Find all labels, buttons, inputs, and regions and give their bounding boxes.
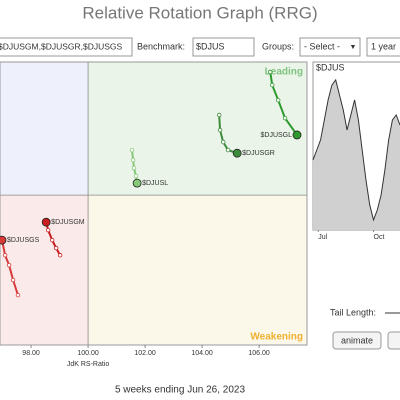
x-axis-label: JdK RS-Ratio [67,361,110,368]
quadrant-improving [0,62,89,196]
mini-chart: $DJUS Jul Oct [312,61,400,241]
quadrant-weakening [88,195,307,345]
x-tick-label: 106.00 [248,350,270,357]
tail-point [6,263,12,268]
head-point [232,148,242,158]
quadrant-label: Leading [265,67,303,78]
head-point [41,217,51,227]
series-label: $DJUSL [142,180,168,187]
plot-border [0,61,308,346]
tail-point [45,227,51,233]
mini-line [312,78,400,222]
tail-point [10,277,16,283]
page-title: Relative Rotation Graph (RRG) [82,3,317,22]
tail-point [130,157,136,163]
groups-select[interactable] [299,37,361,57]
groups-label: Groups: [262,41,294,51]
x-tick-label: 98.00 [22,350,40,357]
tail-point [129,147,135,153]
head-point [132,178,142,188]
tail-point [270,82,275,88]
animate-button[interactable] [332,331,382,350]
tail-point [282,115,288,121]
benchmark-label: Benchmark: [137,41,185,51]
quadrant-lagging [0,195,89,345]
tail-point [133,173,139,179]
animate-text: animate [341,335,373,345]
x-tick-label: 100.00 [77,350,99,357]
tail-point [276,97,281,103]
mini-x-label: Jul [318,234,327,241]
mini-area [313,79,400,230]
tail-point [217,127,223,133]
mini-x-label: Oct [374,234,385,241]
series-label: $DJUSGM [51,219,85,226]
head-point [292,130,302,140]
symbols-text: $DJUSGM,$DJUSGR,$DJUSGS [0,41,123,51]
symbols-input[interactable] [0,37,133,57]
series-label: $DJUSGS [7,237,40,244]
tail-point [217,112,222,118]
tail-point [57,253,63,258]
tail-length-label: Tail Length: [330,307,376,317]
tail-point [131,165,137,171]
tail-point [268,69,273,75]
tail-point [49,237,55,243]
period-select[interactable] [366,37,400,57]
period-text: 1 year [371,41,396,51]
tail-point [53,245,59,251]
tail-point [220,139,226,145]
x-tick-label: 104.00 [191,350,213,357]
quadrant-leading [88,62,307,196]
extra-button[interactable] [387,331,400,350]
benchmark-input[interactable] [192,37,255,57]
mini-title: $DJUS [316,62,345,72]
groups-text: - Select - [304,41,340,51]
quadrant-label: Weakening [250,332,303,343]
dropdown-arrow: ▼ [350,44,357,51]
footer: 5 weeks ending Jun 26, 2023 [115,385,246,396]
series-label: $DJUSGR [242,150,275,157]
series-label: $DJUSGL [261,132,293,139]
x-tick-label: 102.00 [134,350,156,357]
benchmark-text: $DJUS [196,41,225,51]
tail-point [15,292,21,298]
tail-point [2,253,8,258]
rrg-chart: Leading Weakening 98.00 100.00 102.00 104.00 1… [0,61,308,396]
tail-point [225,147,231,153]
head-point [0,235,7,245]
